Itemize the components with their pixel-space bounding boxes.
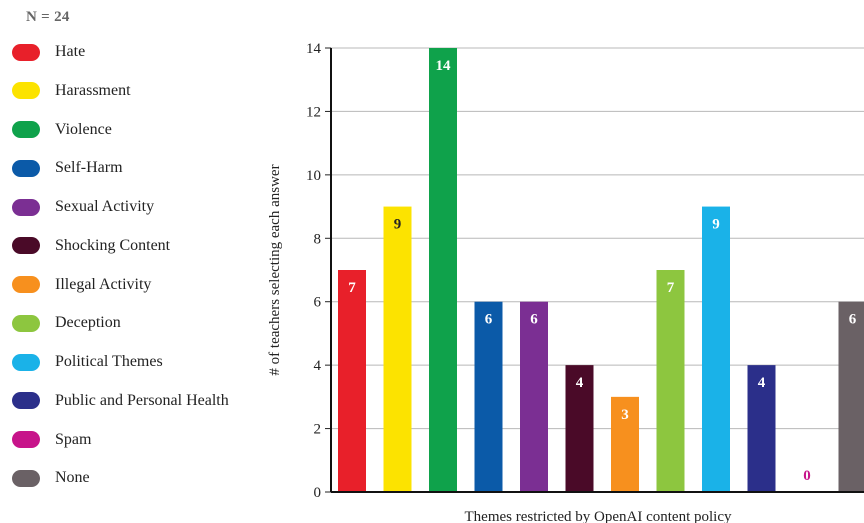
bar-none [838,301,864,492]
legend-swatch [12,198,40,216]
legend-label: Harassment [55,81,131,99]
bar-deception [656,270,685,492]
bar-value-label: 6 [485,312,493,328]
bar-self-harm [474,301,503,492]
bar-value-label: 3 [621,407,629,423]
bar-value-label: 6 [530,312,538,328]
legend-label: Violence [55,120,112,138]
legend-item: Violence [12,118,112,142]
y-tick-label: 10 [306,168,321,184]
legend-label: Sexual Activity [55,198,155,215]
legend-item: Deception [12,311,121,335]
y-tick-label: 8 [314,231,322,247]
bar-sexual-activity [520,301,548,492]
legend-label: None [55,469,90,487]
y-tick-label: 14 [306,41,322,57]
bar-violence [429,48,457,492]
legend-swatch [12,314,40,332]
bar-hate [338,270,366,492]
legend-item: Public and Personal Health [12,389,229,413]
legend-item: Spam [12,428,91,452]
legend-label: Public and Personal Health [55,391,229,409]
legend-swatch [12,43,40,61]
legend-swatch [12,353,40,371]
legend-item: Sexual Activity [12,195,154,219]
bar-political-themes [702,206,730,493]
bar-harassment [383,206,412,493]
bar-shocking-content [565,365,594,492]
bar-value-label: 9 [712,217,720,233]
y-tick-label: 0 [314,485,322,501]
gridlines [331,47,864,430]
bar-value-label: 7 [348,280,356,296]
y-tick-label: 12 [306,104,321,120]
bar-illegal-activity [611,396,639,492]
y-axis-title: # of teachers selecting each answer [267,164,283,375]
legend-swatch [12,82,40,100]
bar-value-label: 14 [436,58,452,74]
x-axis-title: Themes restricted by OpenAI content poli… [465,509,732,523]
legend-item: Illegal Activity [12,273,151,297]
legend-label: Spam [55,430,92,448]
bar-value-label: 6 [849,312,857,328]
legend-label: Deception [55,314,121,332]
bar-value-label: 0 [803,468,811,484]
y-tick-label: 6 [314,295,322,311]
legend-swatch [12,392,40,410]
legend-item: Hate [12,40,85,64]
legend-swatch [12,159,40,177]
legend-label: Shocking Content [55,236,171,254]
legend-item: Self-Harm [12,156,123,180]
chart-legend: N = 24 Hate Harassment Violence Self-Harm Se… [0,0,262,523]
legend-swatch [12,121,40,138]
legend-item: None [12,466,90,490]
legend-label: Illegal Activity [55,275,152,293]
legend-swatch [12,431,40,448]
legend-swatch [12,469,40,487]
legend-swatch [12,276,40,293]
bars [338,48,864,493]
bar-value-label: 7 [667,280,675,296]
bar-value-labels: 7 9 14 6 6 4 3 7 9 4 0 6 [348,58,857,484]
bar-value-label: 4 [576,375,584,391]
legend-swatch [12,237,40,255]
sample-size-label: N = 24 [26,9,70,25]
y-tick-label: 4 [314,358,322,374]
legend-item: Shocking Content [12,234,170,258]
legend-label: Self-Harm [55,159,123,177]
legend-label: Political Themes [55,353,163,370]
bar-public-and-personal-health [747,365,776,492]
y-tick-label: 2 [314,422,322,438]
legend-item: Political Themes [12,350,163,374]
y-axis-ticks: 0 2 4 6 8 10 12 14 [306,41,331,501]
bar-value-label: 9 [394,217,402,233]
legend-item: Harassment [12,79,131,103]
legend-label: Hate [55,43,86,60]
bar-value-label: 4 [758,375,766,391]
